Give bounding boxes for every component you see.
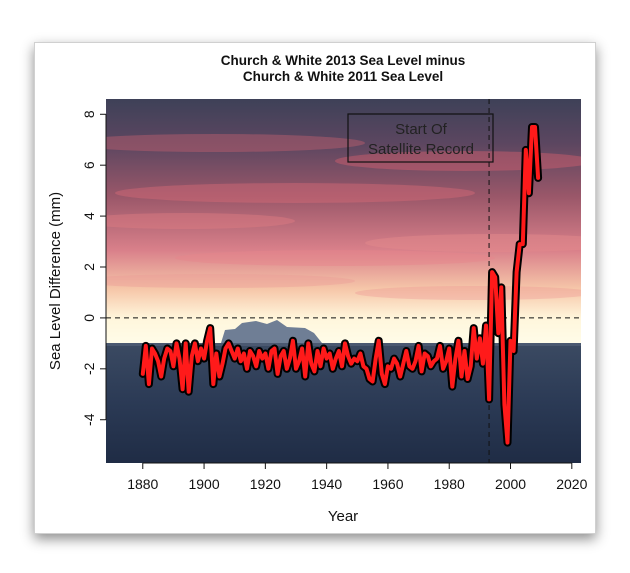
x-tick-label: 1900 [188, 476, 219, 492]
y-tick-label: 0 [81, 314, 97, 322]
x-tick-label: 1940 [311, 476, 342, 492]
y-tick-label: 4 [81, 212, 97, 220]
chart-subtitle: Church & White 2011 Sea Level [243, 69, 443, 84]
series-layer [138, 123, 543, 447]
annotation-line-1: Start Of [395, 121, 448, 138]
chart-card: Church & White 2013 Sea Level minus Chur… [34, 42, 596, 534]
title: Church & White 2013 Sea Level minus Chur… [221, 53, 466, 84]
y-tick-label: -4 [81, 413, 97, 426]
y-tick-label: 8 [81, 110, 97, 118]
annotation-line-2: Satellite Record [368, 141, 474, 158]
y-axis: -4 -2 0 2 4 6 8 [81, 110, 107, 426]
annotation-box: Start Of Satellite Record [347, 113, 494, 163]
x-tick-label: 2020 [556, 476, 587, 492]
x-tick-label: 1980 [434, 476, 465, 492]
x-tick-label: 1960 [372, 476, 403, 492]
x-tick-label: 1880 [127, 476, 158, 492]
y-tick-label: -2 [81, 362, 97, 375]
chart-title: Church & White 2013 Sea Level minus [221, 53, 466, 68]
x-axis-label: Year [328, 508, 358, 525]
x-tick-label: 2000 [495, 476, 526, 492]
chart: Church & White 2013 Sea Level minus Chur… [47, 53, 588, 525]
y-tick-label: 2 [81, 263, 97, 271]
x-axis: 1880 1900 1920 1940 1960 1980 2000 2020 [127, 462, 588, 492]
series-line-0 [140, 125, 541, 445]
y-tick-label: 6 [81, 161, 97, 169]
x-tick-label: 1920 [250, 476, 281, 492]
iceberg-silhouette [221, 320, 322, 343]
y-axis-label: Sea Level Difference (mm) [47, 192, 64, 370]
